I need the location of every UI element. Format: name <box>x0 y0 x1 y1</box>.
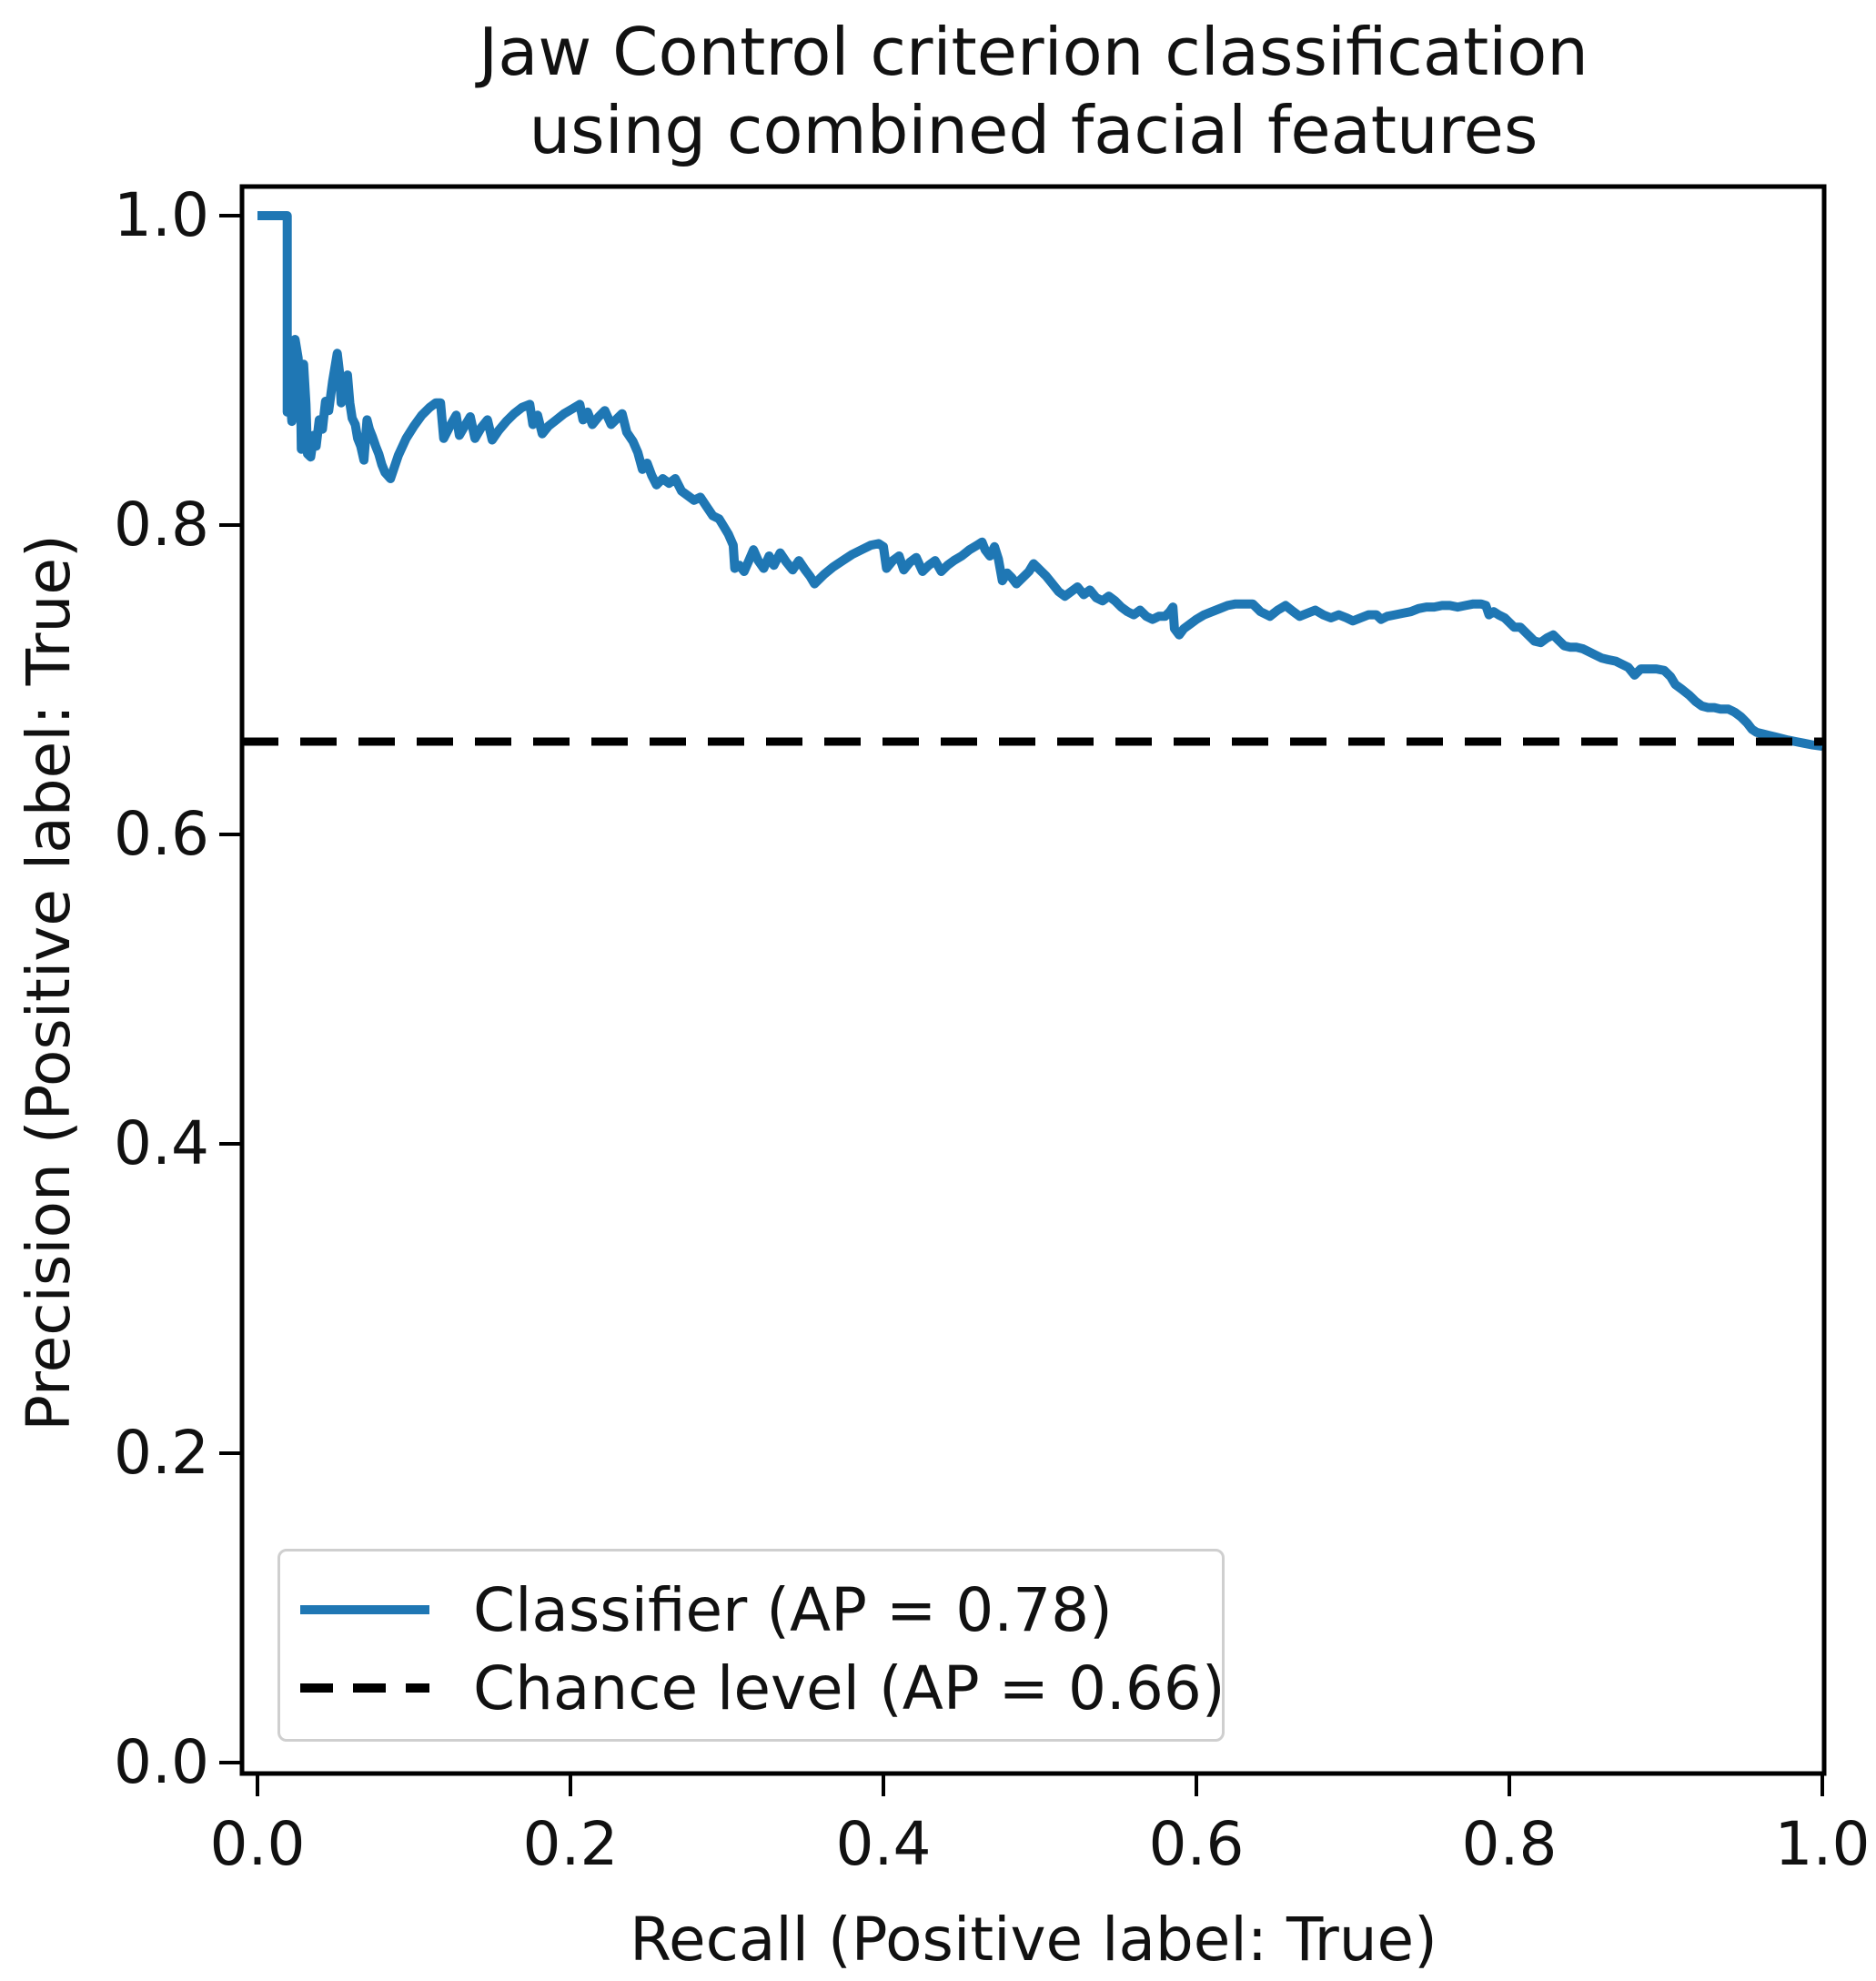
y-tick-label: 0.2 <box>114 1418 209 1488</box>
classifier-line-sample <box>300 1605 429 1614</box>
y-tick-label: 1.0 <box>114 180 209 250</box>
x-tick-label: 0.8 <box>1461 1809 1558 1879</box>
y-axis-label: Precision (Positive label: True) <box>14 534 84 1431</box>
legend-label-chance: Chance level (AP = 0.66) <box>473 1653 1225 1723</box>
x-tick-label: 0.6 <box>1148 1809 1245 1879</box>
legend: Classifier (AP = 0.78) Chance level (AP … <box>277 1549 1225 1742</box>
y-tick-label: 0.0 <box>114 1727 209 1797</box>
x-tick-label: 0.2 <box>522 1809 619 1879</box>
x-tick-label: 1.0 <box>1774 1809 1871 1879</box>
pr-curve <box>257 211 1823 752</box>
y-tick-label: 0.4 <box>114 1108 209 1178</box>
y-tick-label: 0.6 <box>114 799 209 869</box>
legend-label-classifier: Classifier (AP = 0.78) <box>473 1574 1113 1645</box>
legend-entry-chance: Chance level (AP = 0.66) <box>300 1652 1225 1724</box>
x-axis-label: Recall (Positive label: True) <box>630 1905 1437 1975</box>
x-tick-label: 0.0 <box>209 1809 306 1879</box>
y-tick-label: 0.8 <box>114 490 209 560</box>
legend-entry-classifier: Classifier (AP = 0.78) <box>300 1573 1222 1646</box>
chart-title: Jaw Control criterion classification usi… <box>479 14 1589 169</box>
chance-line-sample <box>300 1683 429 1693</box>
x-tick-label: 0.4 <box>835 1809 932 1879</box>
plot-border <box>239 184 1827 1776</box>
